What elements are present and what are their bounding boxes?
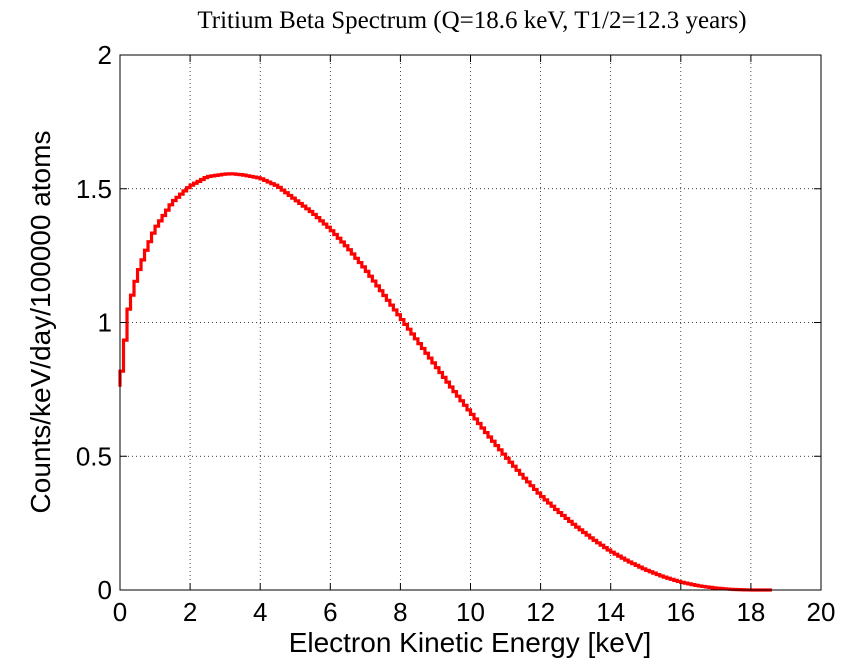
grid-lines [120,55,821,590]
x-tick-label: 2 [183,597,197,627]
spectrum-line [118,172,772,592]
x-tick-label: 10 [456,597,485,627]
y-tick-label: 2 [98,40,112,70]
y-tick-label: 1.5 [76,174,112,204]
y-tick-label: 1 [98,308,112,338]
x-tick-label: 8 [393,597,407,627]
x-tick-label: 20 [807,597,836,627]
x-tick-label: 6 [323,597,337,627]
x-tick-label: 18 [736,597,765,627]
x-axis-label: Electron Kinetic Energy [keV] [289,627,652,658]
chart-title: Tritium Beta Spectrum (Q=18.6 keV, T1/2=… [197,7,746,34]
series-layer [118,172,772,592]
x-tick-label: 14 [596,597,625,627]
x-tick-label: 16 [666,597,695,627]
y-axis-label: Counts/keV/day/100000 atoms [25,131,56,514]
x-tick-label: 4 [253,597,267,627]
y-tick-label: 0.5 [76,441,112,471]
x-tick-label: 0 [113,597,127,627]
x-tick-label: 12 [526,597,555,627]
axis-ticks: 0 2 4 6 8 10 12 14 16 18 20 0 0.5 1 1.5 2 [76,40,836,627]
y-tick-label: 0 [98,575,112,605]
